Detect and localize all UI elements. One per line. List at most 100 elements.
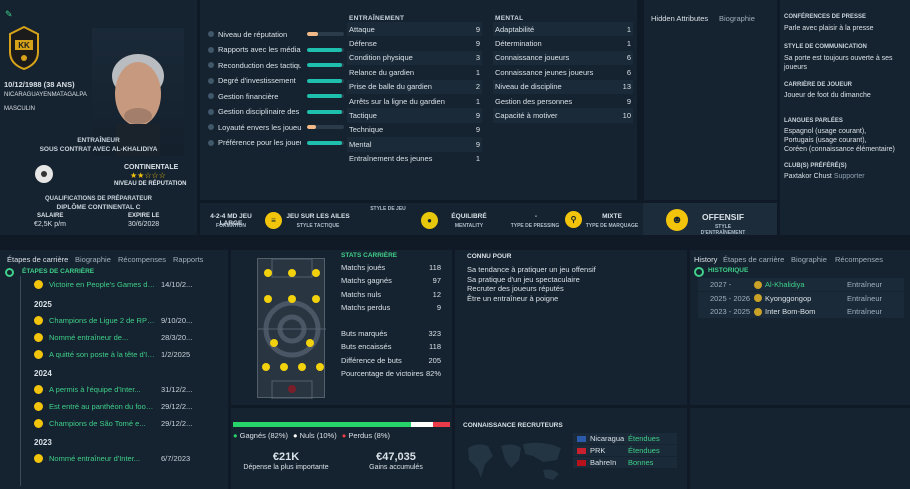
timeline-text[interactable]: Nommé entraîneur de... [49, 332, 129, 342]
scout-country: Bahreïn [590, 458, 617, 467]
country-flag-icon [577, 459, 586, 466]
player-marker[interactable] [288, 295, 296, 303]
mental-attribute-row[interactable]: Connaissance jeunes joueurs 6 [493, 65, 633, 79]
career-header[interactable]: ÉTAPES DE CARRIÈRE [22, 268, 95, 275]
info-icon[interactable] [208, 93, 214, 99]
formation[interactable]: 4-2-4 MD JEU LARGE [210, 213, 252, 227]
scout-row[interactable]: Nicaragua Étendues [573, 433, 677, 444]
info-icon[interactable] [208, 77, 214, 84]
player-marker[interactable] [312, 295, 320, 303]
info-icon[interactable] [208, 46, 214, 53]
training-attribute-row[interactable]: Arrêts sur la ligne du gardien 1 [347, 94, 482, 108]
attribute-label: Adaptabilité [495, 24, 535, 34]
training-attribute-row[interactable]: Entraînement des jeunes 1 [347, 152, 482, 166]
style-label: STYLE DE JEU [370, 206, 406, 212]
history-header[interactable]: HISTORIQUE [708, 267, 749, 274]
player-marker[interactable] [316, 363, 324, 371]
player-marker[interactable] [288, 269, 296, 277]
stats-header[interactable]: STATS CARRIÈRE [341, 252, 398, 259]
badge-lettering: KK [18, 41, 30, 50]
tab-hidden-attributes[interactable]: Hidden Attributes [651, 14, 709, 23]
timeline-item[interactable]: Champions de São Tomé e... 29/12/2... [34, 416, 214, 430]
training-attribute-row[interactable]: Défense 9 [347, 36, 482, 50]
timeline-item[interactable]: Victoire en People's Games de... 14/10/2.… [34, 277, 214, 291]
club-crest-icon [754, 294, 762, 302]
history-row[interactable]: 2023 - 2025 Inter Bom-Bom Entraîneur [698, 305, 904, 318]
history-row[interactable]: 2025 - 2026 Kyonggongop Entraîneur [698, 291, 904, 305]
player-marker[interactable] [262, 363, 270, 371]
gender: MASCULIN [4, 106, 36, 112]
tab-career-reports[interactable]: Rapports [173, 255, 204, 264]
training-attribute-row[interactable]: Prise de balle du gardien 2 [347, 79, 482, 94]
training-attribute-row[interactable]: Technique 9 [347, 123, 482, 137]
info-icon[interactable] [208, 31, 214, 37]
scout-row[interactable]: PRK Étendues [573, 445, 677, 456]
tab-history[interactable]: History [694, 255, 718, 264]
player-marker[interactable] [270, 339, 278, 347]
info-icon[interactable] [208, 139, 214, 146]
year-label: 2025 [34, 300, 52, 309]
favourite-club[interactable]: Paxtakor Chust [784, 173, 832, 180]
tab-biographie[interactable]: Biographie [719, 14, 755, 23]
history-club[interactable]: Kyonggongop [765, 293, 812, 303]
player-marker[interactable] [264, 295, 272, 303]
training-attribute-row[interactable]: Condition physique 3 [347, 50, 482, 66]
club-crest-icon [754, 307, 762, 316]
training-attribute-row[interactable]: Tactique 9 [347, 108, 482, 123]
mental-attribute-row[interactable]: Niveau de discipline 13 [493, 79, 633, 94]
edit-icon[interactable]: ✎ [5, 9, 13, 19]
milestone-icon [34, 279, 43, 289]
timeline-item[interactable]: Nommé entraîneur d'Inter... 6/7/2023 [34, 451, 214, 465]
mental-attribute-row[interactable]: Adaptabilité 1 [493, 22, 633, 37]
player-marker[interactable] [298, 363, 306, 371]
mental-attribute-row[interactable]: Détermination 1 [493, 36, 633, 50]
timeline-text[interactable]: Champions de Ligue 2 de RPD de... [49, 315, 155, 325]
reputation-bar-fill [307, 47, 343, 52]
timeline-item[interactable]: Est entré au panthéon du football... 29/1… [34, 399, 214, 413]
info-icon[interactable] [208, 108, 214, 115]
reputation-title: CONTINENTALE [124, 164, 179, 171]
timeline-item[interactable]: A permis à l'équipe d'Inter... 31/12/2... [34, 382, 214, 396]
timeline-text[interactable]: Nommé entraîneur d'Inter... [49, 453, 141, 463]
training-attribute-row[interactable]: Mental 9 [347, 137, 482, 152]
tab-career-bio[interactable]: Biographie [75, 255, 111, 264]
tab-history-steps[interactable]: Étapes de carrière [723, 255, 785, 264]
history-row[interactable]: 2027 - Al-Khalidiya Entraîneur [698, 278, 904, 291]
tab-career-awards[interactable]: Récompenses [118, 255, 166, 264]
timeline-item[interactable]: Champions de Ligue 2 de RPD de... 9/10/20… [34, 313, 214, 327]
info-icon[interactable] [208, 62, 214, 68]
qual-value: DIPLÔME CONTINENTAL C [56, 204, 141, 211]
history-club[interactable]: Al-Khalidiya [765, 280, 805, 289]
mentality-icon: ● [421, 212, 438, 229]
info-icon[interactable] [208, 124, 214, 130]
timeline-text[interactable]: Champions de São Tomé e... [49, 418, 146, 428]
timeline-item[interactable]: A quitté son poste à la tête d'Inter... 1… [34, 347, 214, 361]
timeline-text[interactable]: A permis à l'équipe d'Inter... [49, 384, 141, 394]
tab-career-steps[interactable]: Étapes de carrière [7, 255, 69, 264]
marking-sub: TYPE DE MARQUAGE [585, 223, 639, 229]
tab-history-awards[interactable]: Récompenses [835, 255, 883, 264]
reputation-row: Loyauté envers les joueurs [208, 121, 344, 133]
scout-row[interactable]: Bahreïn Bonnes [573, 457, 677, 468]
player-marker[interactable] [280, 363, 288, 371]
player-marker[interactable] [306, 339, 314, 347]
history-role: Entraîneur [847, 293, 883, 303]
timeline-text[interactable]: A quitté son poste à la tête d'Inter... [49, 349, 155, 359]
timeline-text[interactable]: Victoire en People's Games de... [49, 279, 155, 289]
mental-attribute-row[interactable]: Gestion des personnes 9 [493, 94, 633, 108]
training-attribute-row[interactable]: Relance du gardien 1 [347, 65, 482, 79]
training-attribute-row[interactable]: Attaque 9 [347, 22, 482, 37]
history-club[interactable]: Inter Bom-Bom [765, 307, 816, 316]
player-marker[interactable] [288, 385, 296, 393]
timeline-text[interactable]: Est entré au panthéon du football... [49, 401, 155, 411]
contract[interactable]: SOUS CONTRAT AVEC AL-KHALIDIYA [39, 146, 158, 153]
player-marker[interactable] [312, 269, 320, 277]
tab-history-bio[interactable]: Biographie [791, 255, 827, 264]
reputation-bar [307, 47, 344, 52]
mental-attribute-row[interactable]: Connaissance joueurs 6 [493, 50, 633, 66]
mental-attribute-row[interactable]: Capacité à motiver 10 [493, 108, 633, 123]
timeline-item[interactable]: Nommé entraîneur de... 28/3/20... [34, 330, 214, 344]
known-for-item: Être un entraîneur à poigne [467, 293, 559, 303]
player-marker[interactable] [264, 269, 272, 277]
stat-label: Pourcentage de victoires [341, 369, 424, 378]
